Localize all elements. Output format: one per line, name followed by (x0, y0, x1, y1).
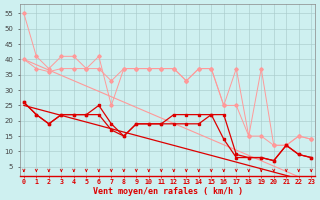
X-axis label: Vent moyen/en rafales ( km/h ): Vent moyen/en rafales ( km/h ) (92, 187, 243, 196)
